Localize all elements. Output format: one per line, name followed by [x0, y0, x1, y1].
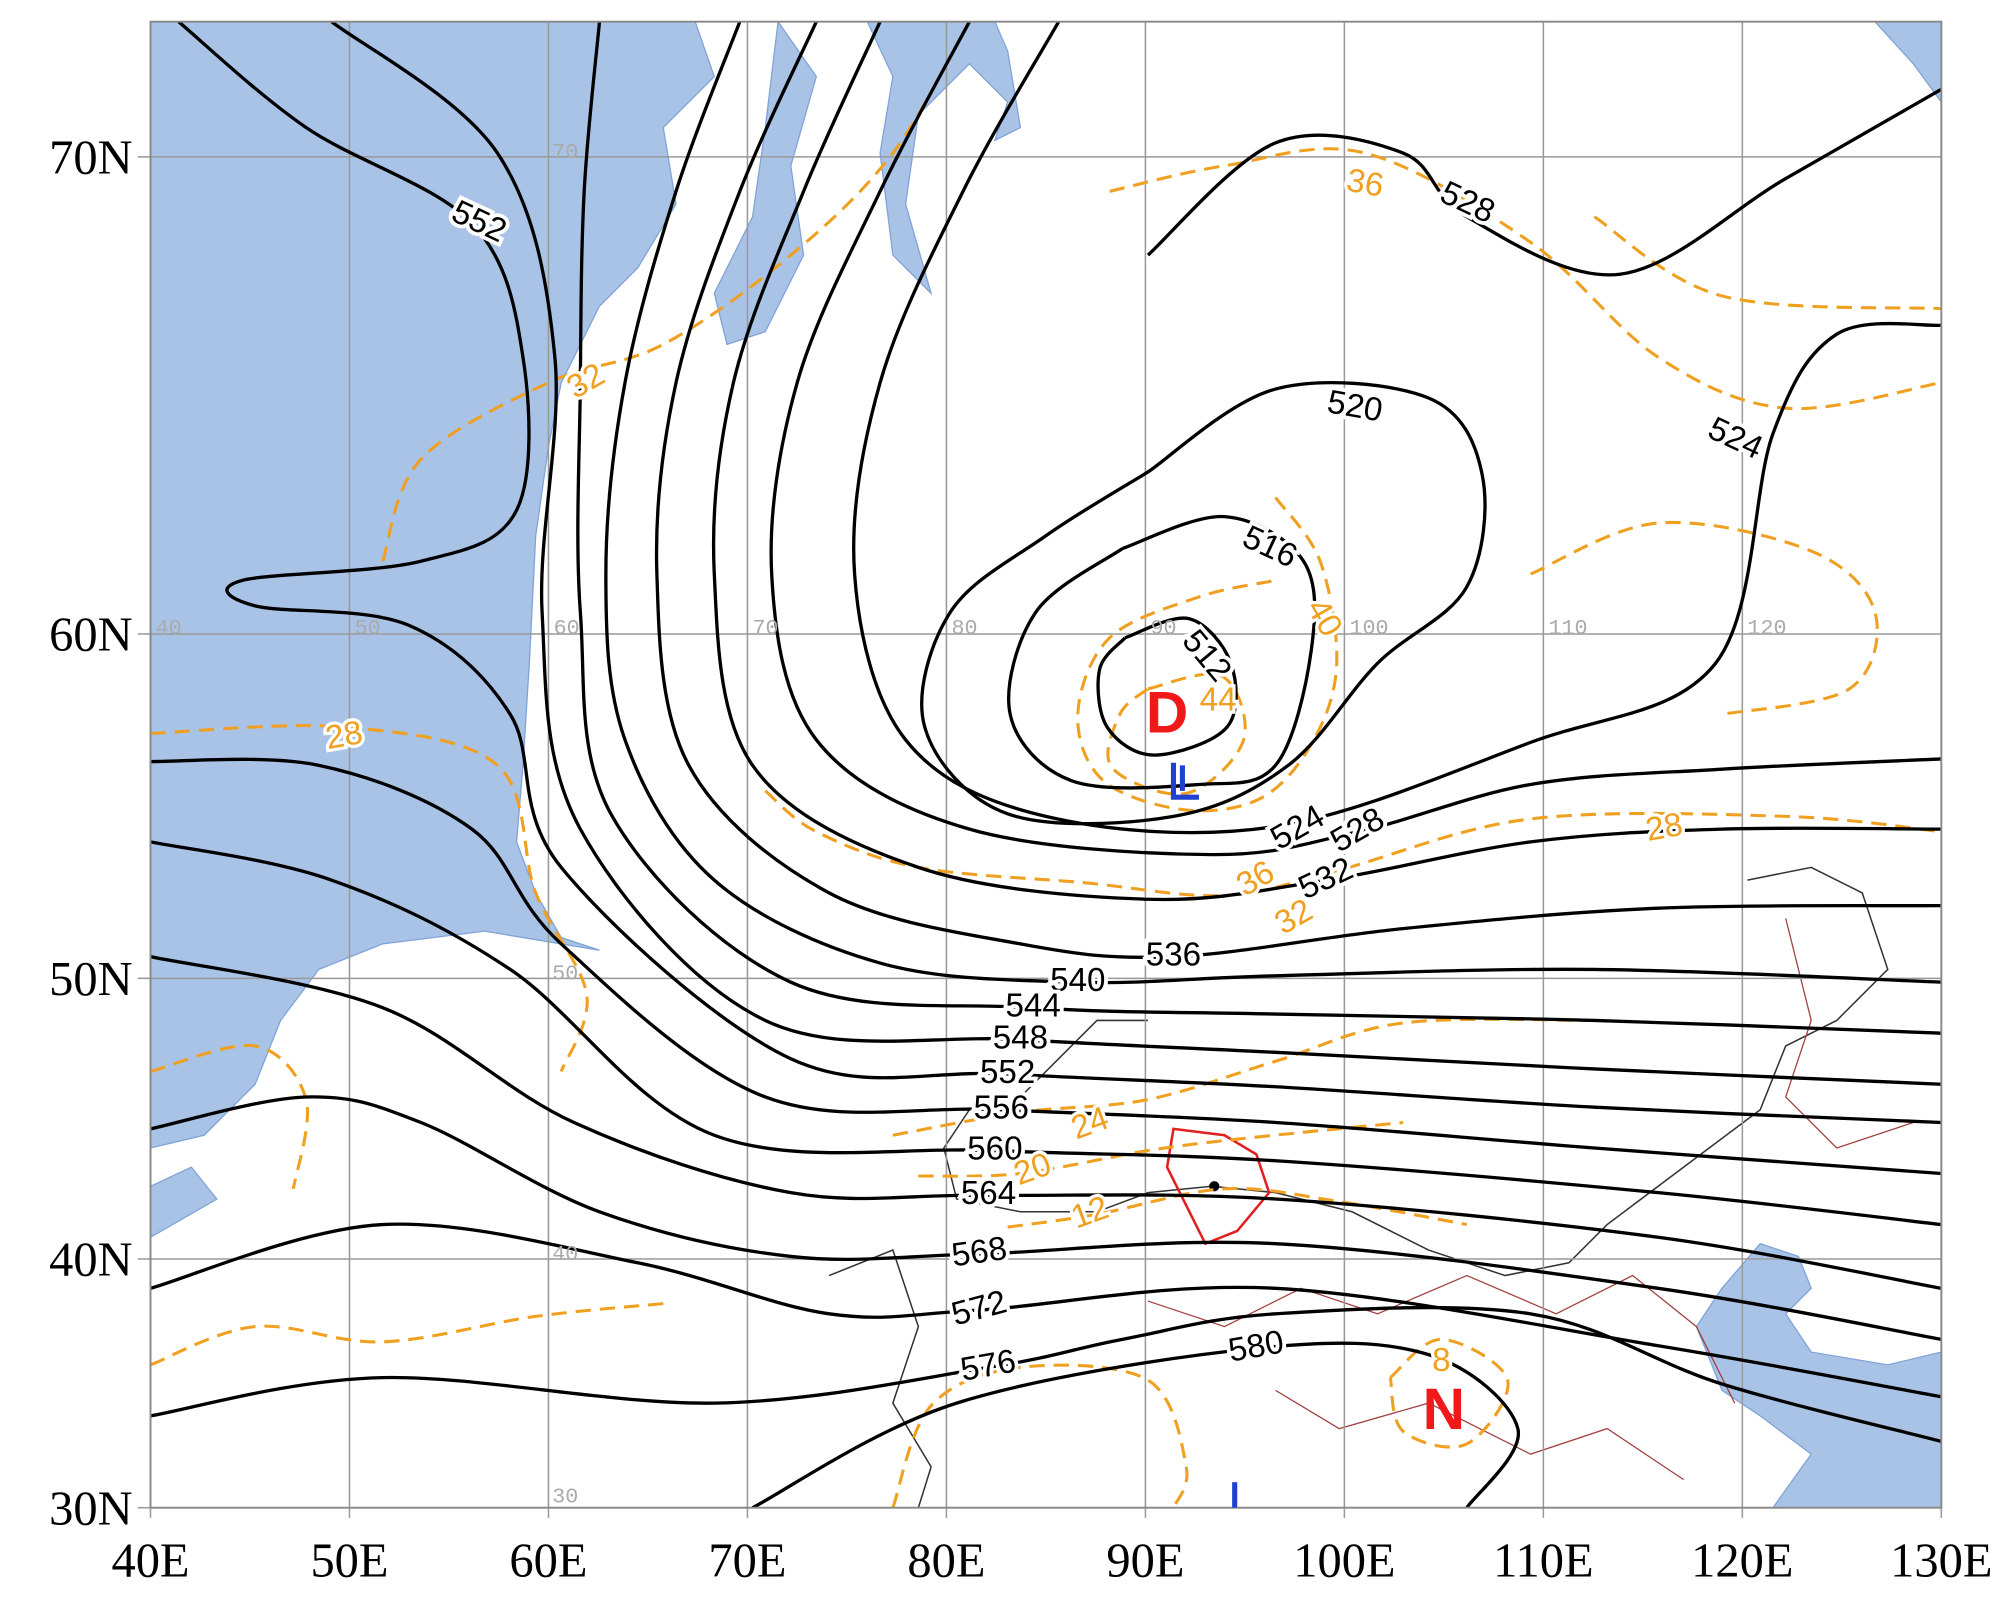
lon-label: 130E	[1890, 1535, 1992, 1588]
height-contour	[576, 21, 1942, 1035]
grid-label: 90	[1151, 616, 1177, 641]
temperature-contour	[1530, 520, 1879, 716]
height-contour	[604, 21, 1942, 985]
symbol	[1170, 762, 1199, 800]
lon-label: 80E	[907, 1535, 985, 1588]
lon-label: 110E	[1493, 1535, 1594, 1588]
height-label: 540	[1050, 962, 1105, 999]
temperature-contour	[1106, 672, 1247, 796]
grid-label: 50	[552, 962, 578, 987]
height-contour	[150, 1095, 1942, 1341]
grid-label: 120	[1747, 616, 1786, 641]
temperature-contour	[150, 1302, 664, 1367]
height-label: 564	[961, 1175, 1016, 1212]
height-contour	[177, 21, 1942, 1125]
lon-label: 120E	[1691, 1535, 1793, 1588]
lat-label: 70N	[49, 131, 132, 184]
temperature-label: 28	[323, 714, 366, 757]
temperature-label: 28	[1643, 806, 1686, 849]
height-contour	[769, 21, 1942, 857]
lat-label: 50N	[49, 953, 132, 1006]
temperature-contour	[892, 1017, 1595, 1137]
height-label: 544	[1005, 987, 1060, 1024]
height-contour	[150, 955, 1942, 1290]
lat-label: 60N	[49, 609, 132, 662]
lat-label: 30N	[49, 1482, 132, 1535]
height-contour	[330, 21, 1942, 1086]
lon-label: 90E	[1106, 1535, 1184, 1588]
height-label: 548	[993, 1019, 1048, 1056]
grid-label: 110	[1548, 616, 1587, 641]
temperature-contour	[1007, 1186, 1468, 1229]
grid-label: 40	[156, 616, 182, 641]
grid-label: 50	[355, 616, 381, 641]
height-contour	[1146, 87, 1942, 277]
height-contours	[150, 21, 1942, 1508]
height-contour	[920, 381, 1487, 826]
height-label: 552	[980, 1054, 1035, 1091]
height-contour	[150, 1305, 1942, 1443]
height-label: 556	[974, 1090, 1029, 1127]
borders	[828, 866, 1914, 1508]
grid-label: 80	[952, 616, 978, 641]
lon-label: 100E	[1293, 1535, 1395, 1588]
pressure-marker: D	[1146, 680, 1188, 745]
height-label: 568	[949, 1230, 1009, 1274]
pressure-marker: N	[1423, 1377, 1465, 1442]
temperature-label: 36	[1344, 162, 1387, 205]
lon-label: 70E	[708, 1535, 786, 1588]
temperature-contour	[1593, 215, 1942, 311]
plot-frame	[149, 20, 1943, 1509]
height-label: 560	[967, 1130, 1022, 1167]
height-contour	[711, 21, 1942, 902]
lat-label: 40N	[49, 1234, 132, 1287]
temperature-contour	[1109, 147, 1942, 411]
temperature-contour	[150, 724, 589, 1073]
lon-label: 60E	[509, 1535, 587, 1588]
height-contour	[150, 840, 1942, 1227]
temperature-contour	[918, 1120, 1404, 1178]
grid-label: 70	[753, 616, 779, 641]
height-contour	[852, 21, 1942, 835]
sea	[150, 21, 1942, 1508]
temperature-contour	[1076, 496, 1339, 813]
grid-label: 70	[552, 140, 578, 165]
height-contour	[751, 1341, 1520, 1508]
height-contour	[1096, 616, 1238, 757]
height-contour	[150, 1222, 1942, 1399]
grid-label: 40	[552, 1242, 578, 1267]
temperature-contour	[150, 1043, 309, 1190]
temperature-label: 8	[1432, 1342, 1450, 1379]
grid-label: 30	[552, 1485, 578, 1510]
height-contour	[654, 21, 1942, 959]
height-contour	[1007, 514, 1317, 790]
lon-label: 50E	[310, 1535, 388, 1588]
temperature-label: 44	[1200, 681, 1237, 718]
grid-label: 100	[1349, 616, 1388, 641]
temperature-contour	[1388, 1337, 1510, 1449]
temperature-contour	[381, 21, 971, 562]
height-label: 536	[1146, 936, 1201, 973]
height-contour	[150, 757, 1942, 1176]
grid-label: 60	[554, 616, 580, 641]
lon-label: 40E	[111, 1535, 189, 1588]
